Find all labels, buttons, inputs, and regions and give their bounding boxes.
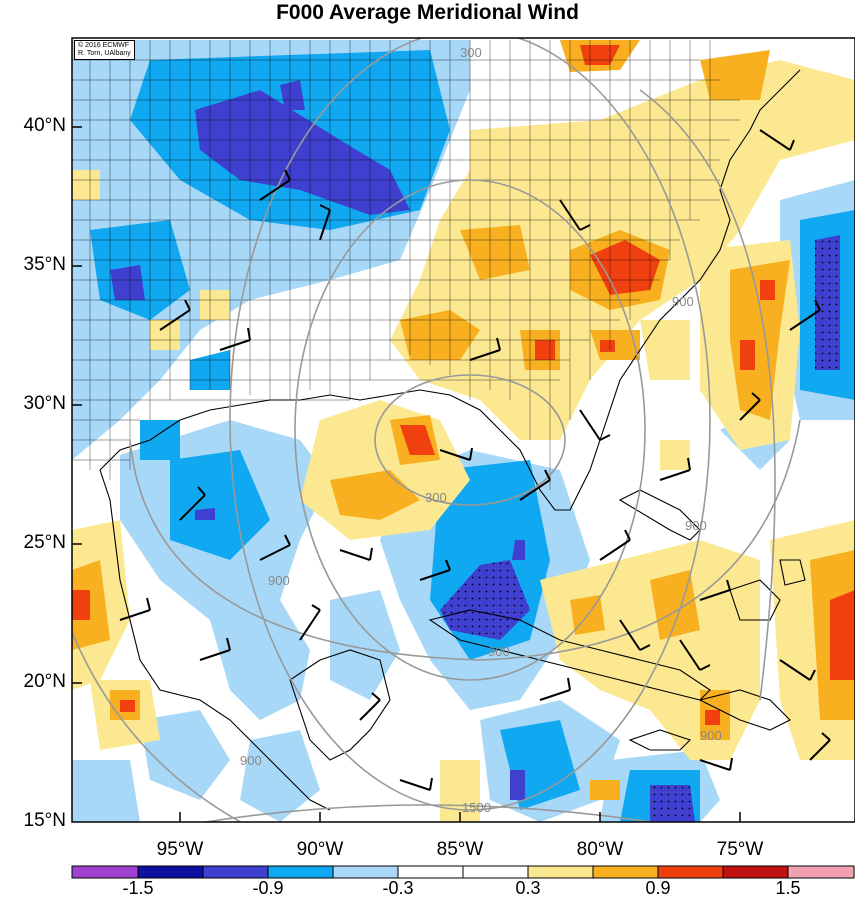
lon-label-95w: 95°W (156, 839, 204, 860)
colorbar-label: -0.3 (382, 878, 414, 898)
colorbar-segment (138, 866, 203, 878)
colorbar-segment (788, 866, 854, 878)
colorbar-segment (658, 866, 723, 878)
credit-line: © 2016 ECMWF (78, 42, 130, 49)
colorbar-segment (723, 866, 788, 878)
lon-label-75w: 75°W (716, 839, 764, 860)
contour-label: 900 (488, 644, 510, 659)
lon-label-80w: 80°W (576, 839, 624, 860)
colorbar (71, 865, 855, 879)
map-title: F000 Average Meridional Wind (276, 1, 579, 24)
contour-label-group: 300 300 900 900 900 900 900 900 1500 (240, 45, 722, 815)
lat-label-35n: 35°N (23, 254, 66, 275)
contour-label: 300 (425, 490, 447, 505)
lat-label-30n: 30°N (23, 393, 66, 414)
lat-label-25n: 25°N (23, 532, 66, 553)
colorbar-segment (333, 866, 398, 878)
colorbar-segment (463, 866, 528, 878)
credit-line: R. Torn, UAlbany (78, 50, 131, 57)
lon-label-90w: 90°W (296, 839, 344, 860)
contour-label: 900 (672, 294, 694, 309)
plot-frame (71, 37, 855, 823)
coastline (99, 69, 806, 811)
county-boundaries (72, 40, 740, 490)
colorbar-label: 1.5 (775, 878, 801, 898)
colorbar-segment (593, 866, 658, 878)
lat-label-20n: 20°N (23, 671, 66, 692)
contour-label: 1500 (462, 800, 491, 815)
colorbar-segment (528, 866, 593, 878)
contour-label: 900 (268, 573, 290, 588)
colorbar-label: 0.9 (645, 878, 671, 898)
colorbar-label: -0.9 (252, 878, 284, 898)
credit-box: © 2016 ECMWF R. Torn, UAlbany (74, 40, 135, 60)
colorbar-segment (268, 866, 333, 878)
contour-label: 900 (700, 728, 722, 743)
distance-contours (72, 38, 801, 822)
lat-label-15n: 15°N (23, 810, 66, 831)
contour-label: 300 (460, 45, 482, 60)
axis-ticks (72, 126, 741, 822)
colorbar-segment (72, 866, 138, 878)
colorbar-label: -1.5 (122, 878, 154, 898)
lon-label-85w: 85°W (436, 839, 484, 860)
contour-label: 900 (685, 518, 707, 533)
stipple-negative (440, 235, 840, 822)
colorbar-segment (203, 866, 268, 878)
colorbar-segment (398, 866, 463, 878)
wind-barbs (119, 129, 831, 791)
lat-label-40n: 40°N (23, 115, 66, 136)
colorbar-label: 0.3 (515, 878, 541, 898)
contour-label: 900 (240, 753, 262, 768)
